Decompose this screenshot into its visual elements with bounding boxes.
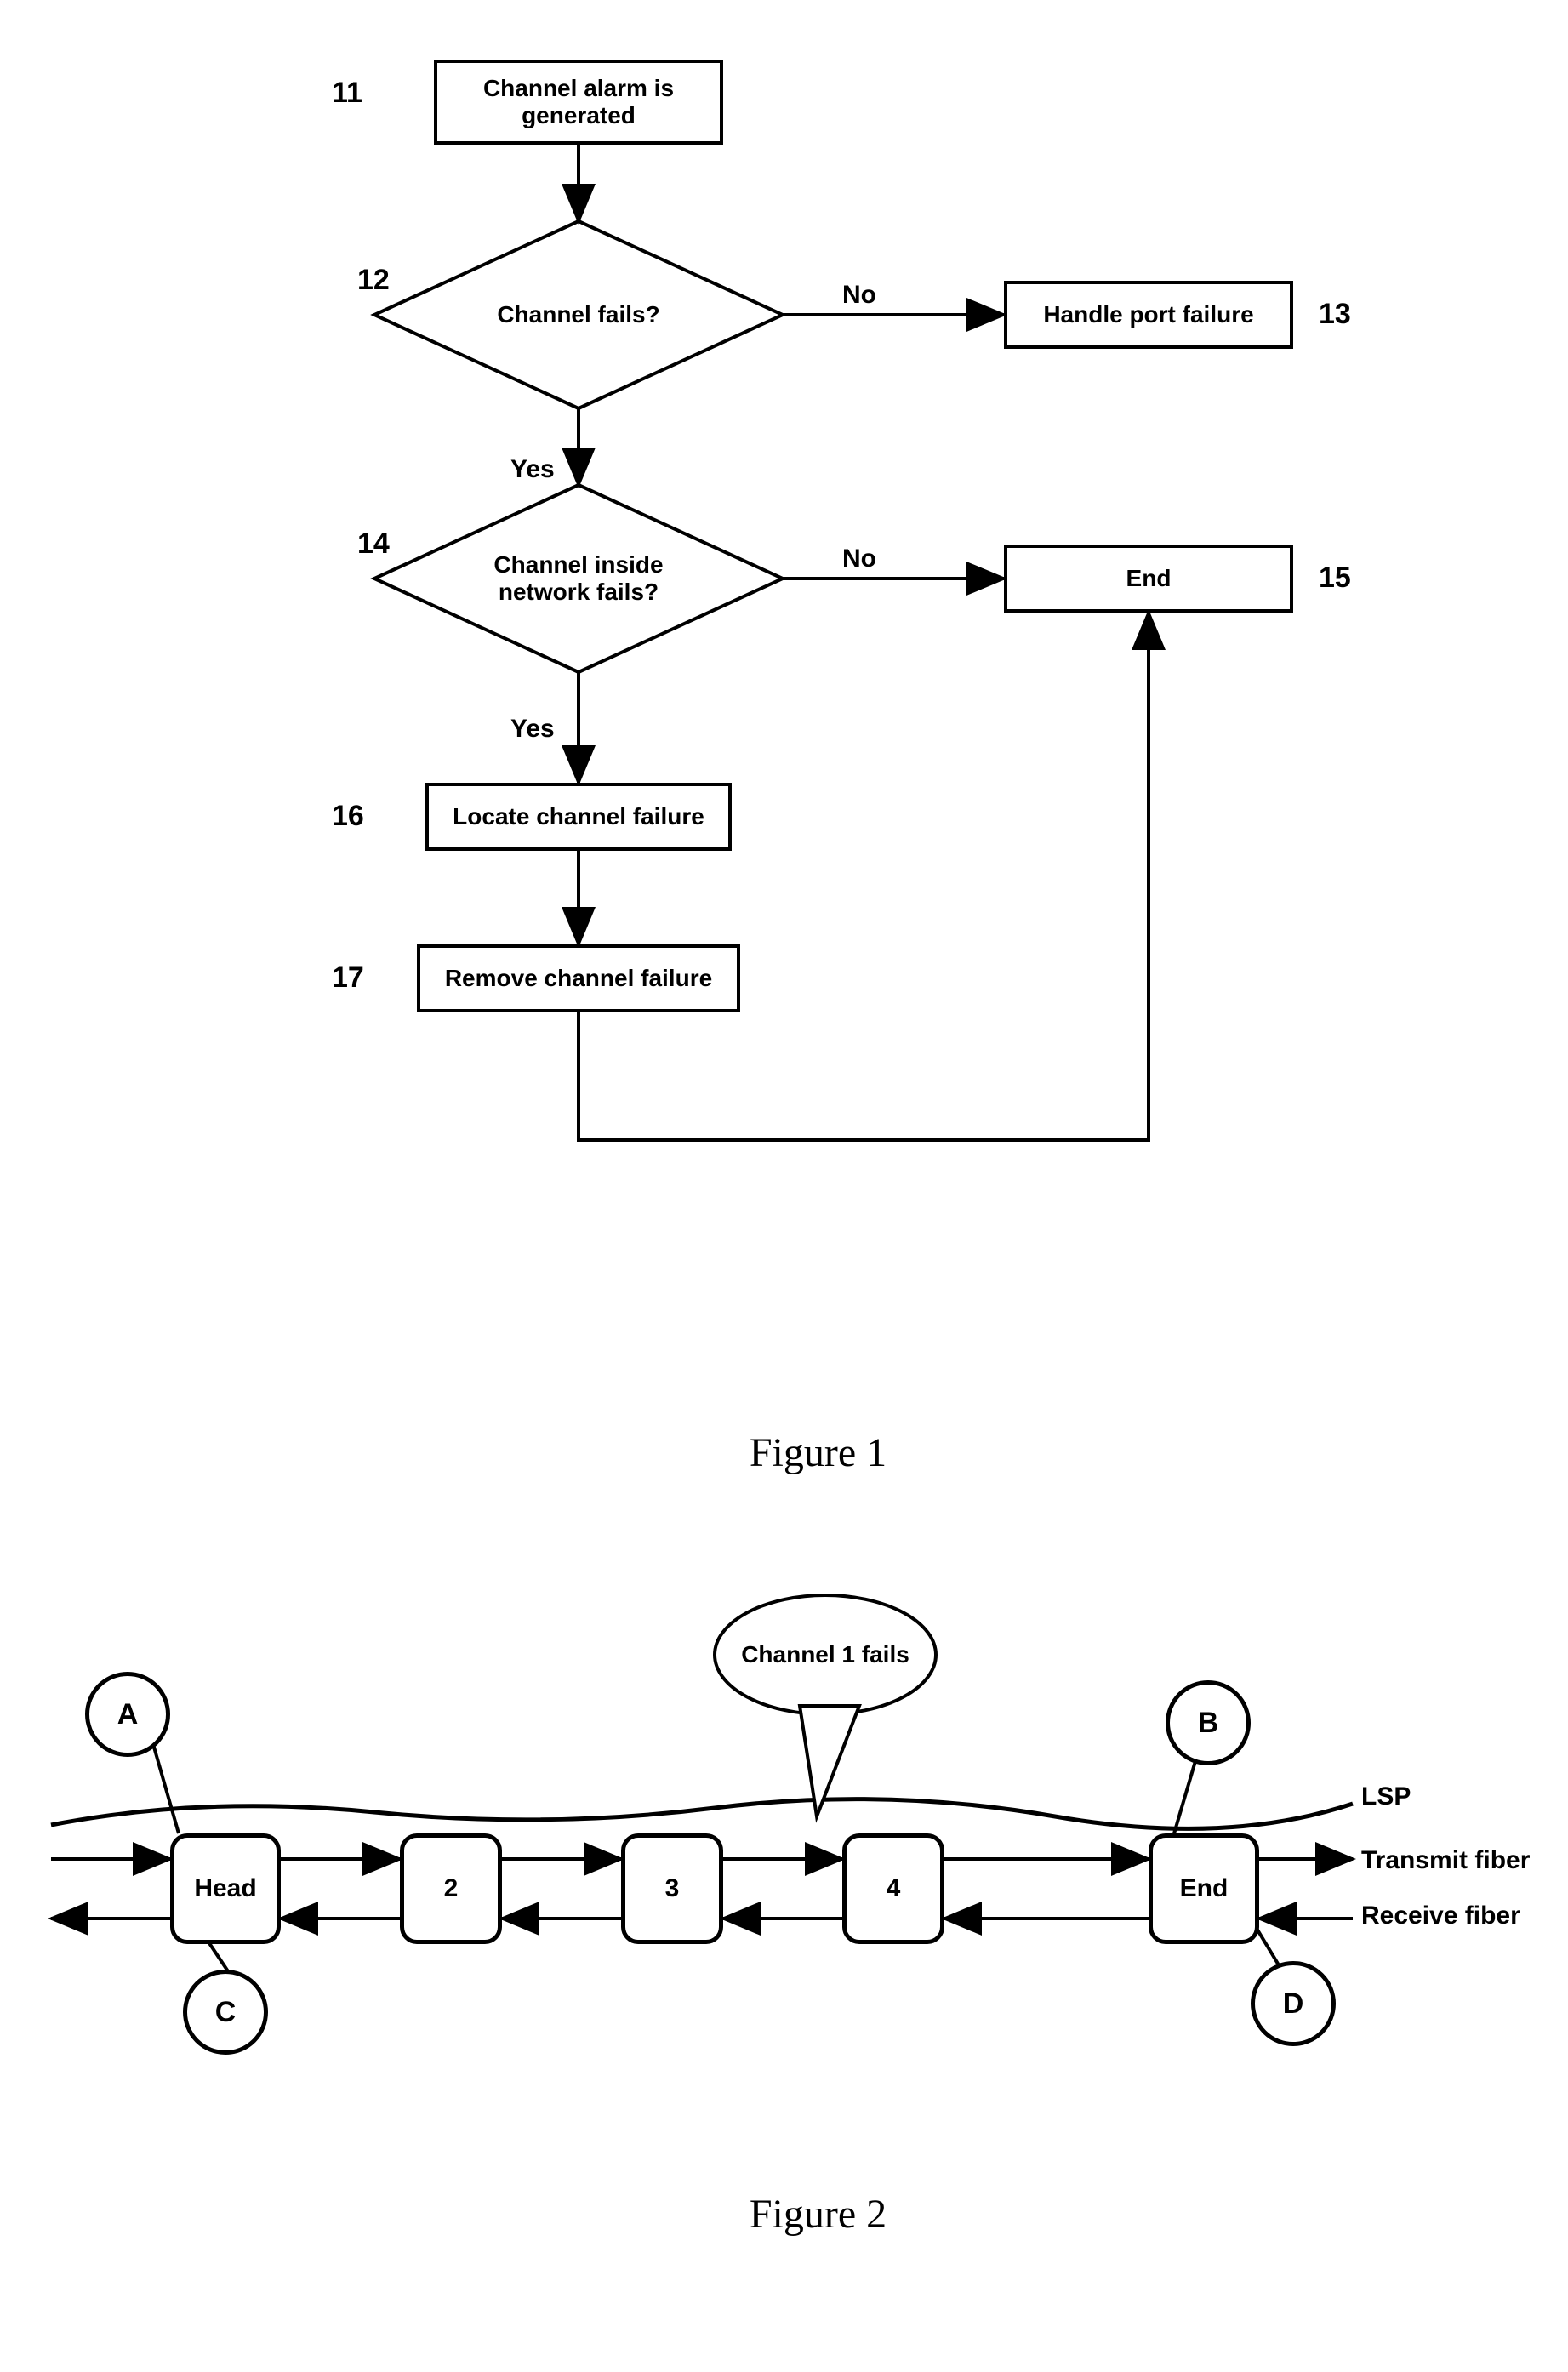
text-label-lsp: LSP: [1361, 1782, 1411, 1811]
box-13: Handle port failure: [1004, 281, 1293, 349]
id-label-11: 11: [332, 77, 362, 110]
circle-label-d: D: [1251, 1961, 1336, 2046]
node-2: 2: [400, 1833, 502, 1944]
id-label-15: 15: [1319, 562, 1351, 595]
lsp-line: [51, 1799, 1353, 1829]
box-17-label: Remove channel failure: [445, 965, 712, 992]
box-15: End: [1004, 545, 1293, 613]
box-17: Remove channel failure: [417, 944, 740, 1012]
circle-label-a: A: [85, 1672, 170, 1757]
id-label-13: 13: [1319, 298, 1351, 331]
edge-label-yes-2: Yes: [510, 715, 555, 744]
box-11-label: Channel alarm is generated: [442, 75, 715, 129]
circle-label-b: B: [1166, 1680, 1251, 1765]
text-label-transmit-fiber: Transmit fiber: [1361, 1846, 1530, 1875]
figure-2-caption: Figure 2: [34, 2191, 1568, 2238]
pointer-b: [1174, 1761, 1195, 1833]
id-label-16: 16: [332, 800, 364, 833]
box-13-label: Handle port failure: [1043, 301, 1253, 328]
box-15-label: End: [1126, 565, 1172, 592]
id-label-17: 17: [332, 961, 364, 995]
node-head: Head: [170, 1833, 281, 1944]
figure-2: Channel 1 fails Head 2 3 4 End A B C D LSP Trans…: [34, 1561, 1568, 2157]
figure1-svg: [34, 34, 1568, 1395]
text-label-receive-fiber: Receive fiber: [1361, 1902, 1520, 1930]
edge-label-yes-1: Yes: [510, 455, 555, 484]
box-16-label: Locate channel failure: [453, 803, 704, 830]
pointer-a: [153, 1744, 179, 1833]
circle-label-c: C: [183, 1970, 268, 2055]
edge-label-no-1: No: [842, 281, 876, 310]
node-end: End: [1149, 1833, 1259, 1944]
callout-label: Channel 1 fails: [740, 1625, 910, 1685]
node-4: 4: [842, 1833, 944, 1944]
id-label-14: 14: [357, 527, 390, 561]
box-11: Channel alarm is generated: [434, 60, 723, 145]
figure-1: Channel alarm is generated Handle port f…: [34, 34, 1568, 1395]
diamond-14-label: Channel inside network fails?: [459, 545, 698, 613]
id-label-12: 12: [357, 264, 390, 297]
figure-1-caption: Figure 1: [34, 1429, 1568, 1476]
node-3: 3: [621, 1833, 723, 1944]
diamond-12-label: Channel fails?: [459, 281, 698, 349]
edge-17-15: [579, 613, 1149, 1140]
edge-label-no-2: No: [842, 545, 876, 573]
box-16: Locate channel failure: [425, 783, 732, 851]
